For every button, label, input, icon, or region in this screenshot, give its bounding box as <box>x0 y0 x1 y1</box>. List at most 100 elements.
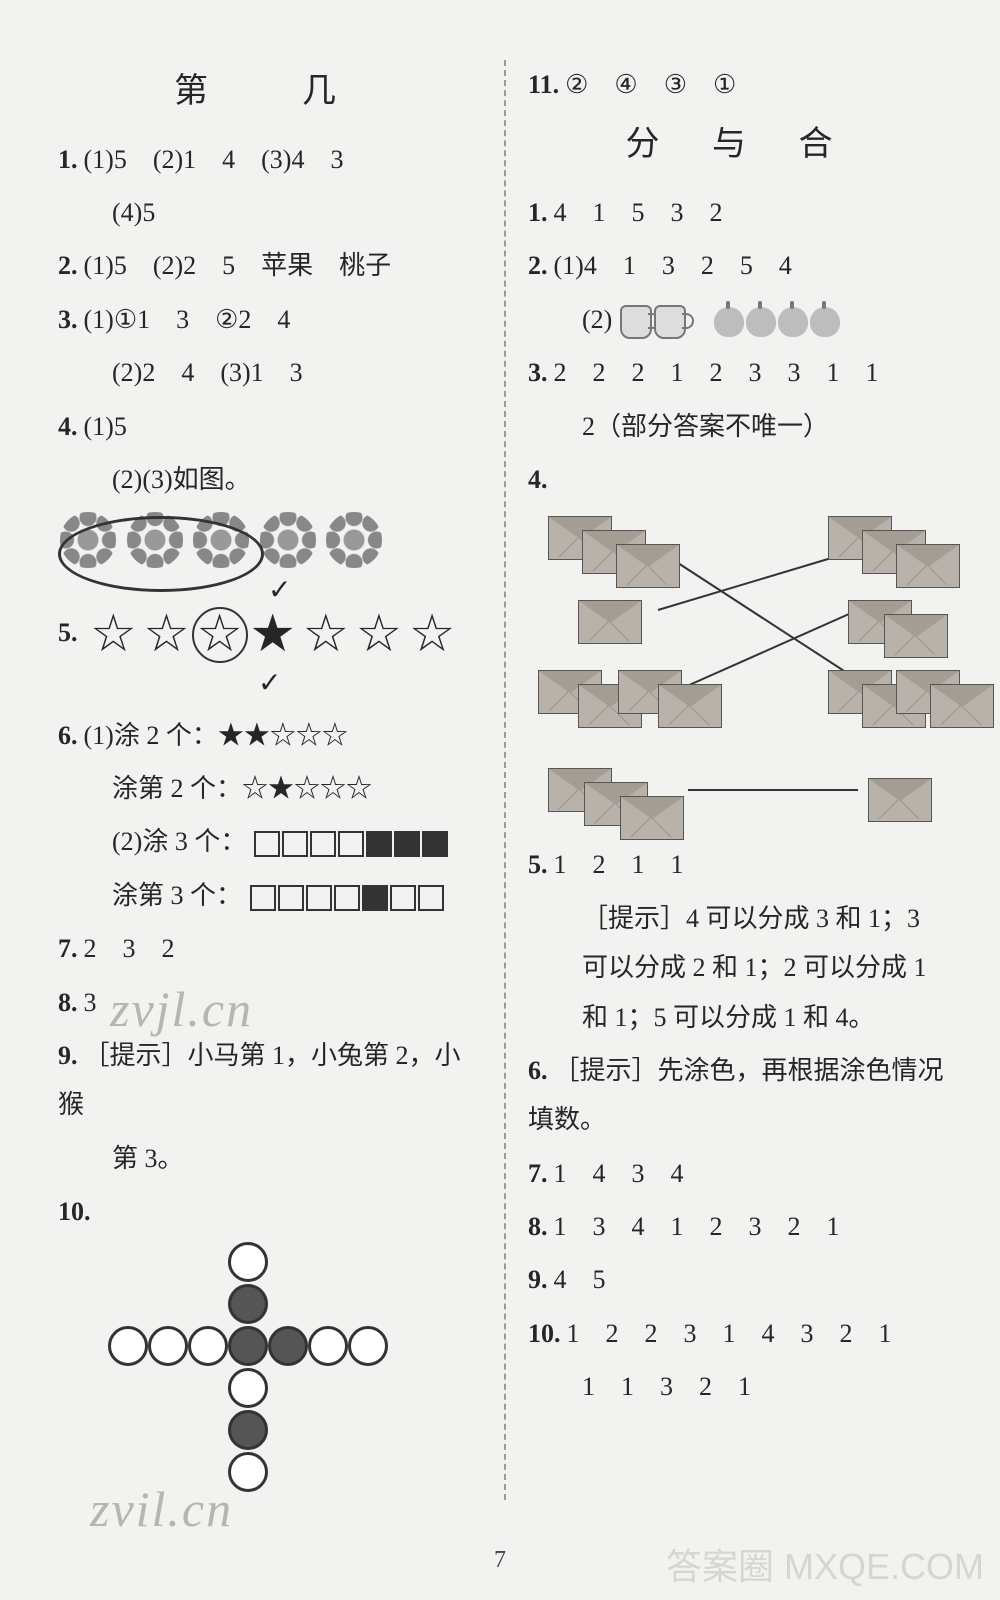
circle-filled-icon <box>268 1326 308 1366</box>
r5-hint: ［提示］4 可以分成 3 和 1；3 可以分成 2 和 1；2 可以分成 1 和… <box>528 894 952 1042</box>
r3a-text: 2 2 2 1 2 3 3 1 1 <box>554 358 879 387</box>
square-icon <box>282 831 308 857</box>
envelope-icon <box>884 614 948 658</box>
r5: 5.1 2 1 1 <box>528 840 952 889</box>
square-icon <box>250 885 276 911</box>
r2b-text: (2) <box>582 305 612 334</box>
q6a-text: (1)涂 2 个：★★☆☆☆ <box>84 721 348 750</box>
r8-text: 1 3 4 1 2 3 2 1 <box>554 1212 840 1241</box>
envelope-icon <box>620 796 684 840</box>
apple-icon <box>778 307 808 337</box>
envelope-icon <box>930 684 994 728</box>
q9b: 第 3。 <box>58 1134 482 1183</box>
r2b: (2) <box>528 295 952 344</box>
cup-icon <box>654 305 686 339</box>
q6d: 涂第 3 个： <box>58 871 482 920</box>
circle-icon <box>228 1368 268 1408</box>
star-icon: ☆ <box>143 609 190 661</box>
star-icon: ☆ <box>356 609 403 661</box>
envelope-icon <box>616 544 680 588</box>
q3b: (2)2 4 (3)1 3 <box>58 348 482 397</box>
left-column: 第 几 1.(1)5 (2)1 4 (3)4 3 (4)5 2.(1)5 (2)… <box>40 60 500 1500</box>
q10-num: 10. <box>58 1197 91 1226</box>
star-circled-icon: ☆ <box>196 609 243 661</box>
circle-filled-icon <box>228 1410 268 1450</box>
check-icon: ✓ <box>268 564 291 617</box>
square-icon <box>254 831 280 857</box>
q7: 7.2 3 2 <box>58 924 482 973</box>
r6-text: ［提示］先涂色，再根据涂色情况填数。 <box>528 1056 944 1134</box>
r1: 1.4 1 5 3 2 <box>528 188 952 237</box>
section-title-left: 第 几 <box>58 60 482 125</box>
square-icon <box>310 831 336 857</box>
circle-icon <box>108 1326 148 1366</box>
right-column: 11.② ④ ③ ① 分 与 合 1.4 1 5 3 2 2.(1)4 1 3 … <box>510 60 970 1500</box>
square-icon <box>418 885 444 911</box>
oval-outline <box>58 516 264 592</box>
square-icon <box>390 885 416 911</box>
flower-icon <box>260 512 316 568</box>
q4-text: (1)5 <box>84 412 127 441</box>
square-filled-icon <box>366 831 392 857</box>
star-icon: ☆ <box>409 609 456 661</box>
square-icon <box>278 885 304 911</box>
q6c: (2)涂 3 个： <box>58 817 482 866</box>
q2: 2.(1)5 (2)2 5 苹果 桃子 <box>58 241 482 290</box>
circle-icon <box>188 1326 228 1366</box>
circle-icon <box>228 1452 268 1492</box>
q9: 9.［提示］小马第 1，小兔第 2，小猴 <box>58 1031 482 1130</box>
r9-text: 4 5 <box>554 1265 606 1294</box>
column-divider <box>504 60 506 1500</box>
q7-text: 2 3 2 <box>84 934 175 963</box>
watermark-text: zvil.cn <box>90 1480 233 1538</box>
r2: 2.(1)4 1 3 2 5 4 <box>528 241 952 290</box>
watermark-text: zvjl.cn <box>110 980 253 1038</box>
q6d-text: 涂第 3 个： <box>112 881 242 910</box>
q6c-text: (2)涂 3 个： <box>112 827 246 856</box>
r8: 8.1 3 4 1 2 3 2 1 <box>528 1202 952 1251</box>
star-icon: ☆ <box>303 609 350 661</box>
q11: 11.② ④ ③ ① <box>528 60 952 109</box>
circle-icon <box>148 1326 188 1366</box>
check-icon: ✓ <box>258 657 482 710</box>
square-filled-icon <box>394 831 420 857</box>
q1: 1.(1)5 (2)1 4 (3)4 3 <box>58 135 482 184</box>
apple-icon <box>746 307 776 337</box>
r10: 10.1 2 2 3 1 4 3 2 1 <box>528 1309 952 1358</box>
page-number: 7 <box>0 1547 1000 1574</box>
q3: 3.(1)①1 3 ②2 4 <box>58 295 482 344</box>
q1b: (4)5 <box>58 188 482 237</box>
flower-icon <box>326 512 382 568</box>
q6a: 6.(1)涂 2 个：★★☆☆☆ <box>58 711 482 760</box>
r4-num: 4. <box>528 465 548 494</box>
r4-label: 4. <box>528 455 952 504</box>
r10a-text: 1 2 2 3 1 4 3 2 1 <box>567 1319 892 1348</box>
square-filled-icon <box>422 831 448 857</box>
section-title-right: 分 与 合 <box>528 113 952 178</box>
r9: 9.4 5 <box>528 1255 952 1304</box>
r7: 7.1 4 3 4 <box>528 1149 952 1198</box>
circle-icon <box>228 1242 268 1282</box>
envelope-matching-figure <box>528 510 952 840</box>
flower-figure: ✓ <box>58 512 482 602</box>
q5-number: 5. <box>58 618 78 647</box>
two-column-layout: 第 几 1.(1)5 (2)1 4 (3)4 3 (4)5 2.(1)5 (2)… <box>40 60 970 1500</box>
envelope-icon <box>896 544 960 588</box>
envelope-icon <box>868 778 932 822</box>
q11-text: ② ④ ③ ① <box>565 70 736 99</box>
circle-icon <box>348 1326 388 1366</box>
q3a-text: (1)①1 3 ②2 4 <box>84 305 291 334</box>
q8-text: 3 <box>84 988 97 1017</box>
r1-text: 4 1 5 3 2 <box>554 198 723 227</box>
square-icon <box>334 885 360 911</box>
apple-icon <box>810 307 840 337</box>
r7-text: 1 4 3 4 <box>554 1159 684 1188</box>
page: 第 几 1.(1)5 (2)1 4 (3)4 3 (4)5 2.(1)5 (2)… <box>0 0 1000 1600</box>
q6b: 涂第 2 个：☆★☆☆☆ <box>58 764 482 813</box>
envelope-icon <box>578 600 642 644</box>
square-icon <box>338 831 364 857</box>
circle-icon <box>308 1326 348 1366</box>
q9a-text: ［提示］小马第 1，小兔第 2，小猴 <box>58 1041 461 1119</box>
q10-label: 10. <box>58 1187 482 1236</box>
square-icon <box>306 885 332 911</box>
